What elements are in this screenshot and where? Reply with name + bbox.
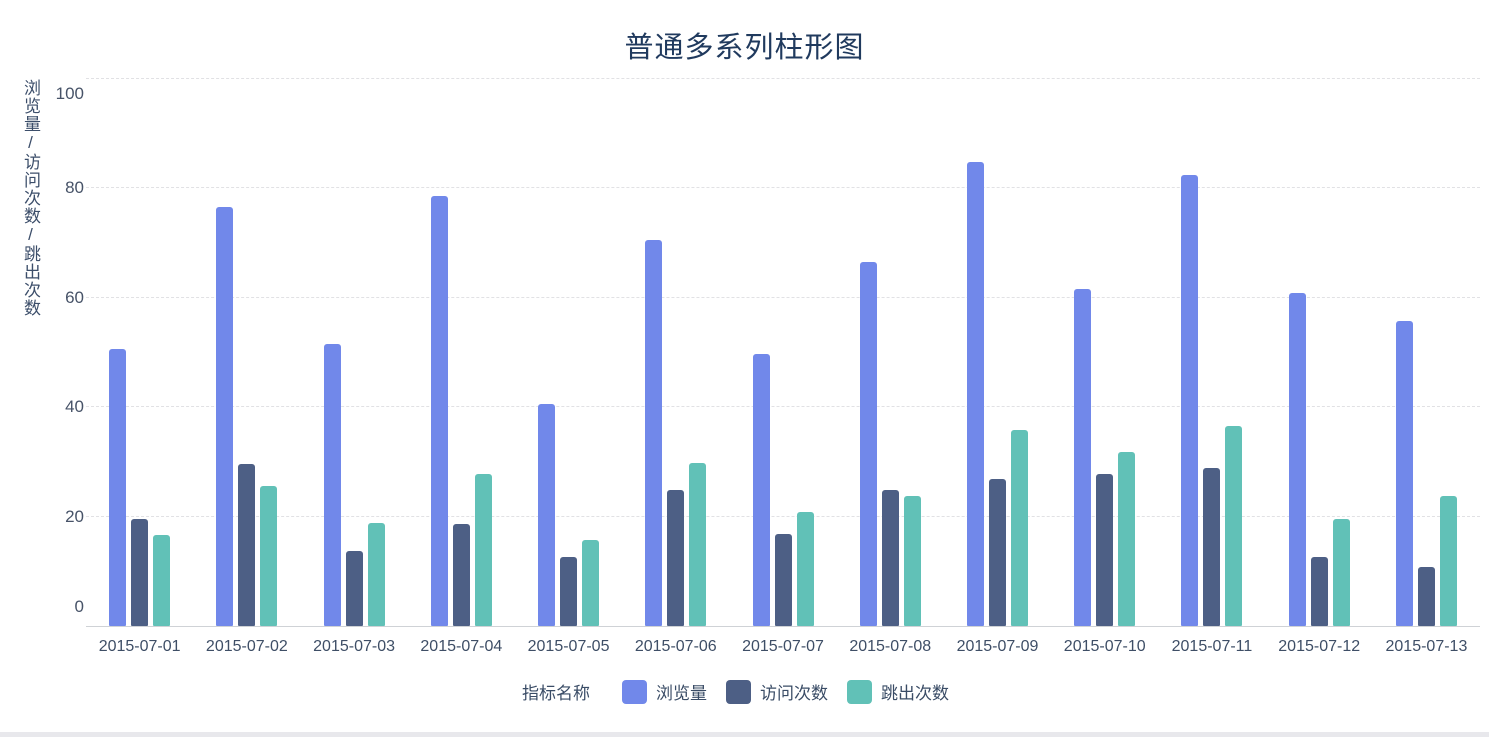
bar-group-2015-07-07	[729, 79, 836, 626]
x-axis-label-2015-07-02: 2015-07-02	[205, 638, 288, 655]
x-axis-label-2015-07-12: 2015-07-12	[1278, 638, 1361, 655]
plot-area	[86, 78, 1480, 627]
bar-group-2015-07-01	[86, 79, 193, 626]
bar-visits-2015-07-05[interactable]	[560, 556, 578, 626]
x-axis-label-2015-07-11: 2015-07-11	[1171, 638, 1253, 655]
bar-pageviews-2015-07-07[interactable]	[752, 354, 770, 626]
y-axis-tick-label-0: 0	[74, 597, 84, 616]
gridline-80	[86, 187, 1480, 189]
legend-title: 指标名称	[522, 684, 590, 703]
gridline-60	[86, 296, 1480, 298]
bar-group-2015-07-06	[622, 79, 729, 626]
bar-visits-2015-07-07[interactable]	[774, 533, 792, 626]
y-axis-name: 浏览量/访问次数/跳出次数	[21, 79, 40, 317]
bar-bounces-2015-07-13[interactable]	[1439, 496, 1457, 626]
x-axis-label-2015-07-07: 2015-07-07	[742, 638, 824, 655]
bar-visits-2015-07-12[interactable]	[1310, 556, 1328, 626]
bar-bounces-2015-07-12[interactable]	[1332, 518, 1350, 626]
bar-visits-2015-07-02[interactable]	[238, 464, 256, 626]
bar-pageviews-2015-07-06[interactable]	[645, 239, 663, 626]
legend-item-bounces[interactable]: 跳出次数	[847, 679, 949, 704]
x-axis-label-2015-07-13: 2015-07-13	[1385, 638, 1468, 655]
bar-pageviews-2015-07-04[interactable]	[430, 195, 448, 626]
gridline-100	[86, 78, 1480, 79]
bar-bounces-2015-07-02[interactable]	[260, 485, 278, 626]
bar-visits-2015-07-09[interactable]	[988, 478, 1006, 626]
bar-bounces-2015-07-06[interactable]	[689, 463, 707, 626]
bar-pageviews-2015-07-10[interactable]	[1074, 289, 1092, 626]
legend-item-visits[interactable]: 访问次数	[726, 679, 828, 704]
bar-bounces-2015-07-05[interactable]	[582, 539, 600, 626]
bar-group-2015-07-03	[300, 79, 407, 626]
legend-label-bounces: 跳出次数	[881, 684, 949, 703]
x-axis-label-2015-07-06: 2015-07-06	[634, 638, 717, 655]
legend-swatch-visits	[726, 679, 751, 704]
x-axis-line	[86, 626, 1480, 627]
bar-pageviews-2015-07-02[interactable]	[216, 207, 234, 626]
bar-visits-2015-07-01[interactable]	[131, 518, 149, 626]
x-axis-label-2015-07-01: 2015-07-01	[98, 638, 181, 655]
bar-pageviews-2015-07-01[interactable]	[109, 349, 127, 626]
bar-pageviews-2015-07-09[interactable]	[966, 162, 984, 626]
legend-label-visits: 访问次数	[760, 684, 828, 703]
y-axis-tick-label-40: 40	[65, 397, 84, 417]
bar-group-2015-07-13	[1373, 79, 1480, 626]
bar-pageviews-2015-07-11[interactable]	[1181, 174, 1199, 626]
bar-group-2015-07-10	[1051, 79, 1158, 626]
x-axis-label-2015-07-03: 2015-07-03	[313, 638, 395, 655]
bar-visits-2015-07-03[interactable]	[345, 550, 363, 626]
gridline-40	[86, 406, 1480, 408]
y-axis-tick-label-100: 100	[55, 84, 84, 103]
bar-bounces-2015-07-07[interactable]	[796, 511, 814, 626]
bar-bounces-2015-07-09[interactable]	[1010, 430, 1028, 626]
bar-bounces-2015-07-08[interactable]	[903, 496, 921, 626]
legend-label-pageviews: 浏览量	[656, 684, 707, 703]
y-axis-tick-label-80: 80	[65, 178, 84, 198]
bar-visits-2015-07-04[interactable]	[452, 523, 470, 626]
bar-visits-2015-07-06[interactable]	[667, 490, 685, 626]
bar-group-2015-07-11	[1158, 79, 1265, 626]
bar-visits-2015-07-11[interactable]	[1203, 467, 1221, 626]
bar-group-2015-07-02	[193, 79, 300, 626]
x-axis-label-2015-07-10: 2015-07-10	[1063, 638, 1146, 655]
x-axis-label-2015-07-04: 2015-07-04	[420, 638, 503, 655]
chart-title: 普通多系列柱形图	[624, 32, 865, 64]
gridline-20	[86, 515, 1480, 517]
bar-visits-2015-07-13[interactable]	[1417, 567, 1435, 626]
bar-group-2015-07-08	[837, 79, 944, 626]
bar-pageviews-2015-07-03[interactable]	[323, 343, 341, 626]
y-axis-ticks: 0 20 40 60 80 100	[0, 79, 86, 626]
bar-bounces-2015-07-01[interactable]	[153, 535, 171, 626]
bar-bounces-2015-07-11[interactable]	[1225, 425, 1243, 626]
legend-swatch-pageviews	[622, 679, 647, 704]
bar-visits-2015-07-08[interactable]	[881, 489, 899, 626]
legend-item-pageviews[interactable]: 浏览量	[622, 679, 707, 704]
bar-group-2015-07-09	[944, 79, 1051, 626]
bar-group-2015-07-04	[408, 79, 515, 626]
page-bottom-edge	[0, 732, 1489, 737]
bar-groups-container	[86, 79, 1480, 626]
x-axis-label-2015-07-09: 2015-07-09	[956, 638, 1039, 655]
bar-bounces-2015-07-04[interactable]	[474, 474, 492, 626]
x-axis-label-2015-07-08: 2015-07-08	[849, 638, 932, 655]
bar-group-2015-07-05	[515, 79, 622, 626]
x-axis-labels: 2015-07-01 2015-07-02 2015-07-03 2015-07-04…	[86, 636, 1480, 658]
bar-pageviews-2015-07-05[interactable]	[538, 403, 556, 626]
legend-swatch-bounces	[847, 679, 872, 704]
legend: 指标名称 浏览量 访问次数 跳出次数	[0, 679, 1480, 704]
bar-pageviews-2015-07-12[interactable]	[1288, 293, 1306, 626]
bar-bounces-2015-07-10[interactable]	[1118, 452, 1136, 626]
bar-pageviews-2015-07-13[interactable]	[1395, 321, 1413, 626]
bar-group-2015-07-12	[1266, 79, 1373, 626]
x-axis-label-2015-07-05: 2015-07-05	[527, 638, 610, 655]
y-axis-tick-label-20: 20	[65, 506, 84, 526]
bar-visits-2015-07-10[interactable]	[1096, 474, 1114, 626]
bar-pageviews-2015-07-08[interactable]	[859, 261, 877, 626]
bar-bounces-2015-07-03[interactable]	[367, 523, 385, 626]
y-axis-tick-label-60: 60	[65, 287, 84, 307]
